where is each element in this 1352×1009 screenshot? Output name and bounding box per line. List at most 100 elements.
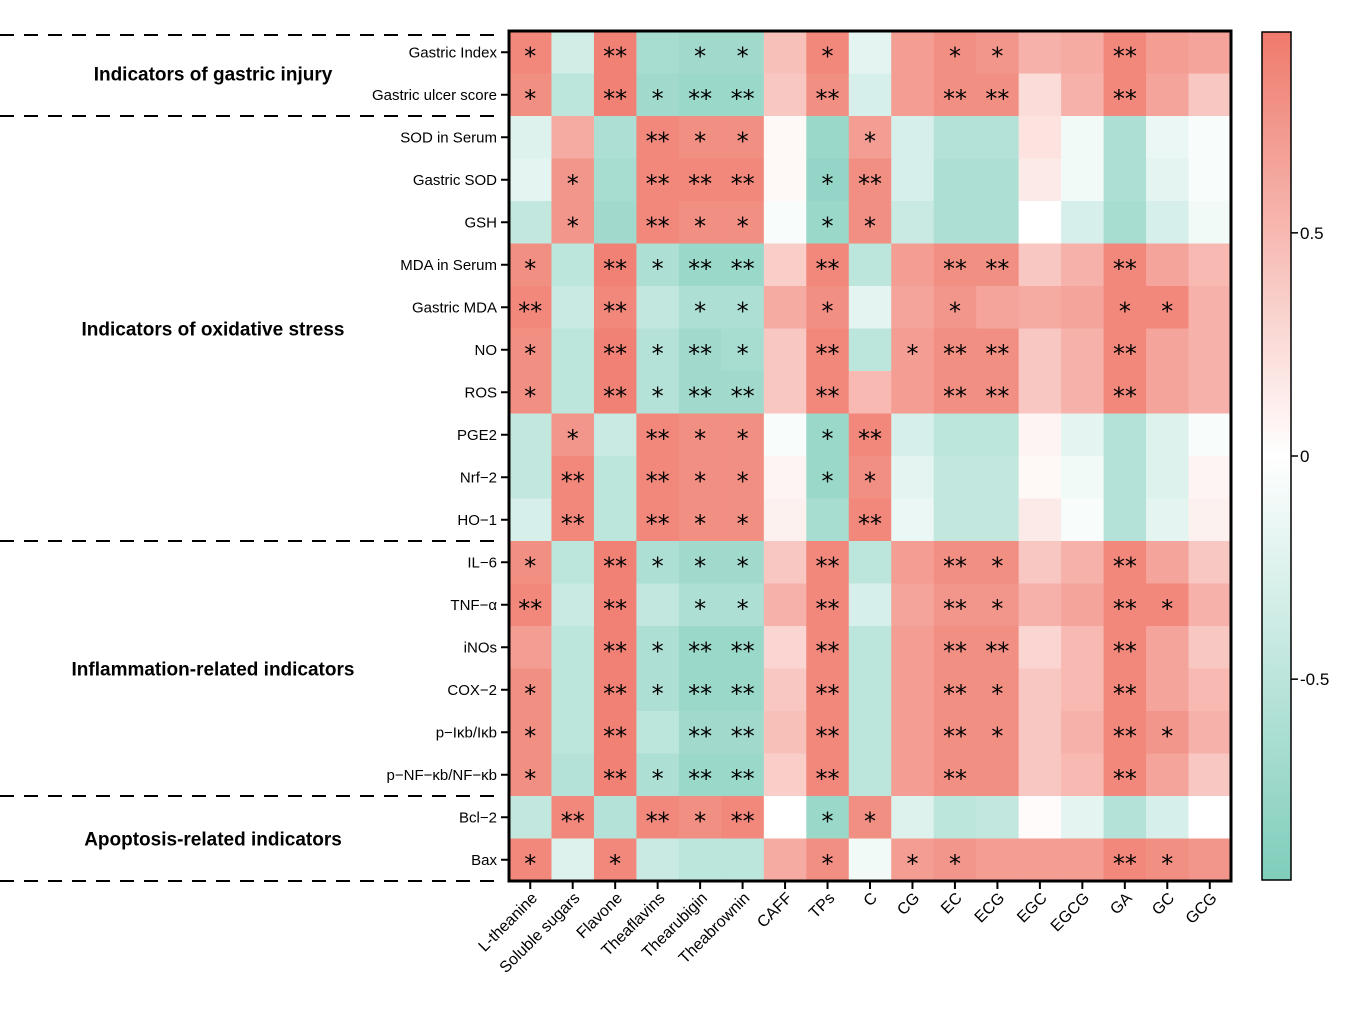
column-label: CG	[894, 890, 923, 919]
heatmap-cell	[848, 158, 892, 202]
heatmap-cell	[551, 201, 595, 244]
heatmap-cell	[1103, 583, 1147, 627]
significance-mark: **	[1113, 42, 1137, 70]
significance-mark: **	[603, 595, 627, 623]
significance-mark: *	[694, 425, 706, 453]
row-label: TNF−α	[450, 597, 497, 614]
significance-mark: **	[1113, 680, 1137, 708]
significance-mark: **	[731, 382, 755, 410]
heatmap-cell	[721, 116, 765, 159]
significance-mark: **	[731, 680, 755, 708]
heatmap-cell	[976, 711, 1020, 754]
heatmap-cell	[1146, 626, 1190, 669]
heatmap-cell	[848, 413, 892, 457]
heatmap-cell	[1146, 413, 1190, 457]
row-label: Nrf−2	[460, 469, 497, 486]
column-label: TPs	[806, 890, 838, 922]
significance-mark: *	[737, 425, 749, 453]
heatmap-cell	[721, 328, 765, 372]
heatmap-cell	[678, 286, 722, 329]
heatmap-cell	[848, 116, 892, 159]
significance-mark: *	[694, 510, 706, 538]
significance-mark: **	[816, 722, 840, 750]
heatmap-cell	[1061, 583, 1105, 627]
significance-mark: **	[603, 297, 627, 325]
significance-mark: *	[652, 637, 664, 665]
heatmap-cell	[1061, 626, 1105, 669]
heatmap-cell	[1146, 711, 1190, 754]
heatmap-cell	[976, 583, 1020, 627]
heatmap-cell	[551, 158, 595, 202]
heatmap-cell	[806, 328, 850, 372]
significance-mark: **	[518, 297, 542, 325]
column-label: GC	[1149, 890, 1178, 919]
significance-mark: **	[985, 255, 1009, 283]
heatmap-cell	[848, 371, 892, 414]
significance-mark: *	[694, 807, 706, 835]
color-bar-tick-label: 0	[1300, 447, 1309, 466]
heatmap-cell	[678, 753, 722, 797]
row-label: Gastric ulcer score	[372, 87, 497, 104]
significance-mark: *	[524, 42, 536, 70]
significance-mark: *	[864, 467, 876, 495]
heatmap-cell	[763, 286, 807, 329]
heatmap-cell	[678, 243, 722, 287]
heatmap-cell	[509, 498, 552, 542]
row-label: MDA in Serum	[400, 257, 497, 274]
row-label: Gastric MDA	[412, 299, 497, 316]
heatmap-cell	[636, 753, 680, 797]
heatmap-cell	[636, 668, 680, 712]
significance-mark: *	[694, 212, 706, 240]
heatmap-cell	[933, 286, 977, 329]
heatmap-cell	[1103, 286, 1147, 329]
heatmap-cell	[509, 626, 552, 669]
heatmap-cell	[1188, 158, 1232, 202]
significance-mark: **	[731, 722, 755, 750]
heatmap-cell	[509, 328, 552, 372]
significance-mark: **	[816, 340, 840, 368]
heatmap-cell	[551, 116, 595, 159]
heatmap-cell	[721, 796, 765, 839]
significance-mark: *	[1161, 297, 1173, 325]
heatmap-cell	[636, 838, 680, 882]
heatmap-cell	[1188, 456, 1232, 499]
heatmap-cell	[551, 626, 595, 669]
heatmap-cell	[551, 286, 595, 329]
row-label: p−NF−κb/NF−κb	[387, 767, 497, 784]
heatmap-cell	[1188, 73, 1232, 117]
heatmap-cell	[891, 668, 935, 712]
heatmap-cell	[933, 73, 977, 117]
heatmap-cell	[933, 668, 977, 712]
group-label: Indicators of gastric injury	[94, 65, 333, 86]
heatmap-cell	[891, 711, 935, 754]
row-label: GSH	[464, 214, 497, 231]
significance-mark: *	[524, 340, 536, 368]
heatmap-cell	[1188, 541, 1232, 584]
significance-mark: *	[737, 340, 749, 368]
column-label: EGC	[1014, 890, 1051, 927]
heatmap-cell	[509, 541, 552, 584]
heatmap-cell	[1103, 31, 1147, 74]
heatmap-cell	[1018, 201, 1062, 244]
row-label: IL−6	[467, 554, 497, 571]
heatmap-cell	[1018, 753, 1062, 797]
heatmap-cell	[1018, 73, 1062, 117]
heatmap-cell	[1188, 626, 1232, 669]
heatmap-cell	[1061, 668, 1105, 712]
heatmap-cell	[1146, 286, 1190, 329]
heatmap-cell	[593, 201, 637, 244]
heatmap-cell	[636, 626, 680, 669]
heatmap-cell	[806, 371, 850, 414]
significance-mark: *	[991, 42, 1003, 70]
significance-mark: **	[816, 255, 840, 283]
heatmap-cell	[636, 158, 680, 202]
significance-mark: *	[524, 382, 536, 410]
significance-mark: **	[943, 340, 967, 368]
significance-mark: *	[652, 85, 664, 113]
heatmap-cell	[933, 243, 977, 287]
row-label: COX−2	[447, 682, 497, 699]
significance-mark: **	[858, 170, 882, 198]
significance-mark: **	[985, 382, 1009, 410]
heatmap-cell	[509, 243, 552, 287]
heatmap-cell	[551, 753, 595, 797]
